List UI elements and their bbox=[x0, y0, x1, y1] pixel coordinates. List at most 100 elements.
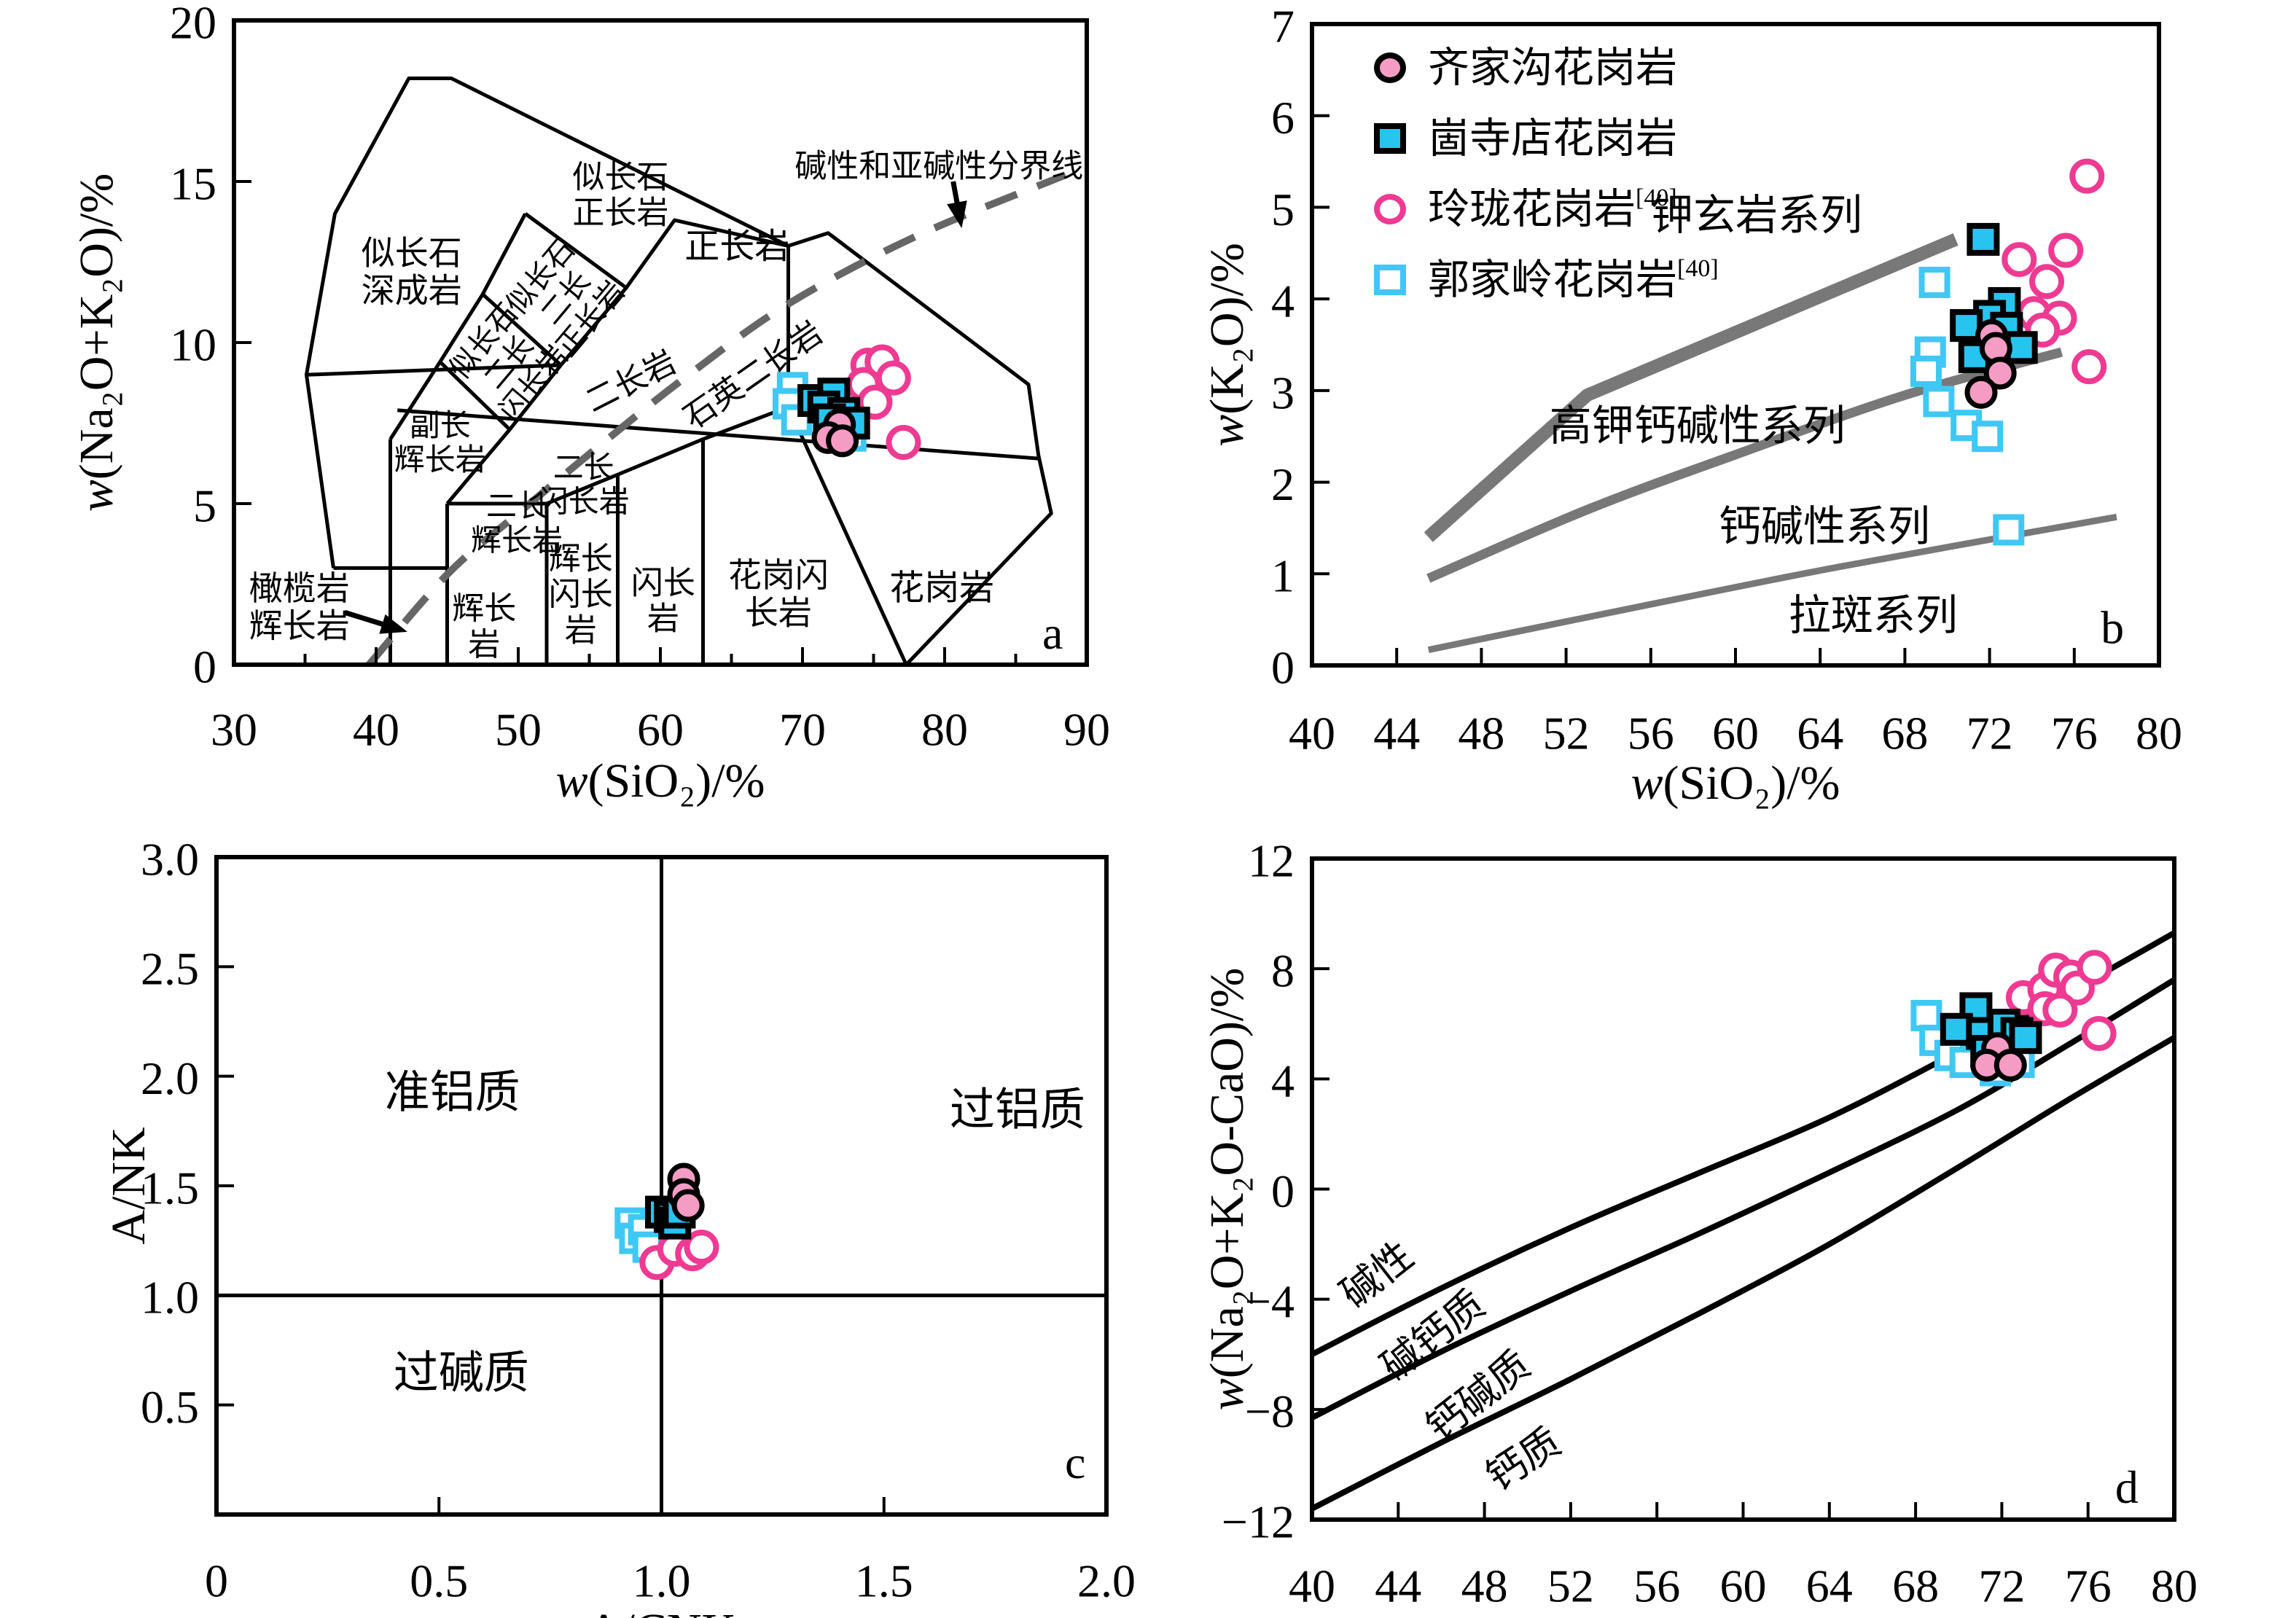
x-tick-label: 52 bbox=[1543, 707, 1590, 759]
x-tick-label: 0 bbox=[205, 1555, 228, 1606]
y-tick-label: 15 bbox=[170, 157, 216, 209]
boundary-line bbox=[306, 363, 561, 377]
series-gjl bbox=[1910, 267, 2025, 546]
y-tick-label: −4 bbox=[1245, 1275, 1295, 1327]
field-label: 钙碱性系列 bbox=[1719, 503, 1930, 550]
y-tick-label: −12 bbox=[1222, 1496, 1295, 1547]
panel-letter-c: c bbox=[1065, 1437, 1085, 1488]
field-label: 二长岩 bbox=[580, 344, 682, 420]
x-tick-label: 72 bbox=[1967, 707, 2013, 759]
boundary-line bbox=[397, 408, 1039, 461]
data-point-ll bbox=[2069, 158, 2105, 194]
boundary-line bbox=[1311, 1035, 2176, 1512]
y-axis-title-group: w(Na₂O+K₂O-CaO)/% bbox=[1200, 968, 1254, 1410]
y-tick-label: 2 bbox=[1271, 458, 1295, 510]
y-axis-title-group: w(K₂O)/% bbox=[1200, 243, 1254, 447]
field-label: 似长石正长岩 bbox=[572, 159, 668, 230]
legend: 齐家沟花岗岩 崮寺店花岗岩 玲珑花岗岩[40] 郭家岭花岗岩[40] bbox=[1374, 42, 1719, 305]
field-label: 花岗闪长岩 bbox=[728, 557, 829, 632]
series-qjg bbox=[667, 1162, 705, 1222]
y-tick-label: 2.5 bbox=[141, 943, 199, 995]
x-tick-label: 70 bbox=[779, 703, 826, 755]
x-tick-label: 90 bbox=[1063, 703, 1110, 755]
x-tick-label: 72 bbox=[1978, 1560, 2025, 1611]
panel-letter-d: d bbox=[2115, 1461, 2139, 1513]
data-point-ll bbox=[875, 360, 911, 396]
y-tick-label: 1.0 bbox=[141, 1272, 199, 1324]
data-point-gjl bbox=[1910, 355, 1942, 387]
legend-item-gusidian: 崮寺店花岗岩 bbox=[1374, 113, 1719, 164]
boundary-line bbox=[1424, 233, 1959, 542]
data-point-gjl bbox=[1993, 514, 2025, 546]
data-point-qjg bbox=[1994, 1048, 2027, 1082]
x-tick-label: 80 bbox=[2136, 707, 2182, 759]
y-tick-label: 3 bbox=[1271, 367, 1295, 418]
open-square-marker-icon bbox=[1374, 265, 1406, 295]
x-tick-label: 44 bbox=[1375, 1560, 1421, 1611]
x-tick-label: 60 bbox=[637, 703, 684, 755]
x-axis-title: w(SiO₂)/% bbox=[1639, 1611, 1848, 1618]
series-qjg bbox=[811, 408, 859, 458]
x-axis-title: w(SiO₂)/% bbox=[1631, 757, 1840, 810]
data-point-ll bbox=[886, 425, 921, 461]
data-point-gjl bbox=[1923, 386, 1955, 418]
y-tick-label: 0 bbox=[1271, 641, 1295, 693]
field-label: 二长闪长岩 bbox=[538, 452, 630, 520]
x-tick-label: 64 bbox=[1797, 707, 1843, 759]
field-label: 辉长岩 bbox=[452, 591, 516, 663]
x-tick-label: 68 bbox=[1881, 707, 1928, 759]
y-tick-label: 0.5 bbox=[141, 1381, 199, 1433]
x-axis-title: A/CNK bbox=[587, 1604, 736, 1618]
x-tick-label: 52 bbox=[1547, 1560, 1594, 1611]
data-point-ll bbox=[2029, 264, 2065, 300]
field-label: 准铝质 bbox=[385, 1068, 520, 1117]
y-tick-label: 12 bbox=[1248, 835, 1295, 886]
x-tick-label: 2.0 bbox=[1077, 1555, 1136, 1606]
y-axis-title-group: w(Na₂O+K₂O)/% bbox=[70, 173, 123, 512]
field-label: 似长石二长闪长岩 bbox=[443, 297, 574, 427]
y-tick-label: 10 bbox=[170, 318, 216, 370]
legend-item-qijiagou: 齐家沟花岗岩 bbox=[1374, 42, 1719, 93]
x-tick-label: 80 bbox=[2151, 1560, 2198, 1611]
x-tick-label: 50 bbox=[495, 703, 542, 755]
x-tick-label: 44 bbox=[1373, 707, 1420, 759]
open-circle-marker-icon bbox=[1374, 194, 1406, 224]
boundary-line bbox=[481, 292, 563, 367]
x-tick-label: 40 bbox=[1289, 707, 1335, 759]
y-tick-label: 5 bbox=[1271, 184, 1295, 235]
data-point-ll bbox=[2072, 349, 2107, 385]
y-axis-title: w(K₂O)/% bbox=[1200, 243, 1254, 447]
boundary-line bbox=[787, 231, 1053, 666]
field-label: 正长岩 bbox=[684, 227, 789, 266]
x-tick-label: 40 bbox=[353, 703, 399, 755]
field-label: 过铝质 bbox=[950, 1085, 1085, 1135]
x-tick-label: 48 bbox=[1458, 707, 1504, 759]
panel-a: 似长石深成岩似长石正长岩正长岩二长岩石英二长岩似长石二长正长岩似长石二长闪长岩副… bbox=[70, 0, 1110, 808]
series-qjg bbox=[1970, 1032, 2027, 1082]
y-axis-title-group: A/NK bbox=[102, 1127, 155, 1244]
panel-letter-b: b bbox=[2101, 602, 2124, 654]
x-tick-label: 56 bbox=[1628, 707, 1674, 759]
data-point-qjg bbox=[1983, 356, 2017, 390]
data-point-gjl bbox=[1910, 999, 1942, 1031]
x-tick-label: 64 bbox=[1806, 1560, 1853, 1611]
boundary-line bbox=[388, 213, 527, 440]
data-point-gjl bbox=[1972, 421, 2004, 453]
series-qjg bbox=[1964, 318, 2017, 409]
field-label: 辉长闪长岩 bbox=[549, 541, 613, 649]
data-point-gsd bbox=[1967, 222, 2000, 256]
x-tick-label: 30 bbox=[211, 703, 257, 755]
boundary-line bbox=[366, 171, 1067, 667]
x-tick-label: 68 bbox=[1892, 1560, 1939, 1611]
y-tick-label: 5 bbox=[193, 480, 216, 531]
x-tick-label: 48 bbox=[1461, 1560, 1508, 1611]
boundary-line bbox=[1311, 977, 2176, 1420]
y-tick-label: 1 bbox=[1271, 550, 1295, 602]
arrow-head-icon bbox=[947, 200, 967, 229]
boundary-line bbox=[1426, 347, 2063, 583]
filled-square-marker-icon bbox=[1374, 123, 1406, 154]
data-point-gsd bbox=[2009, 1021, 2042, 1055]
